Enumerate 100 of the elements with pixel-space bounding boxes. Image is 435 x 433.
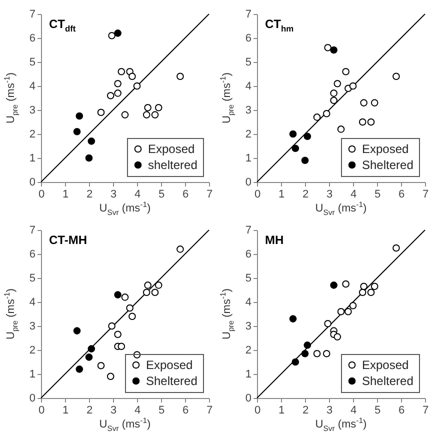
point (176, 72, 184, 80)
point (367, 118, 375, 126)
point (73, 327, 81, 334)
point (304, 132, 312, 140)
y-tick-label: 5 (245, 56, 252, 68)
point (142, 288, 150, 296)
point (322, 350, 330, 358)
x-tick-label: 3 (110, 404, 117, 416)
point (114, 330, 122, 338)
point (97, 362, 105, 370)
y-tick-label: 1 (245, 368, 252, 380)
point (121, 294, 129, 301)
point (76, 366, 84, 373)
x-tick-label: 6 (182, 188, 189, 200)
y-tick-label: 4 (245, 296, 252, 308)
x-tick-label: 0 (38, 188, 45, 200)
x-tick-label: 6 (398, 404, 405, 416)
x-axis-title: U$_{Svr}$ (ms$^{-1}$) (315, 416, 367, 433)
point (114, 30, 122, 37)
point (128, 72, 136, 80)
point (367, 288, 375, 296)
y-tick-label: 4 (245, 80, 252, 92)
x-tick-label: 2 (302, 188, 309, 200)
point (301, 350, 309, 358)
point (289, 130, 297, 138)
point (121, 111, 129, 118)
y-tick-label: 6 (245, 32, 252, 44)
point (322, 110, 330, 118)
y-tick-label: 5 (29, 56, 36, 68)
y-tick-label: 2 (29, 128, 36, 140)
point (85, 154, 93, 162)
point (151, 288, 159, 296)
point (114, 90, 122, 97)
point (292, 358, 300, 366)
point (334, 80, 342, 88)
legend-label: Sheltered (362, 158, 414, 172)
point (313, 114, 321, 121)
x-tick-label: 7 (206, 404, 213, 416)
point (358, 118, 366, 126)
legend-label: Sheltered (146, 374, 198, 388)
point (330, 46, 338, 54)
point (342, 280, 350, 288)
y-tick-label: 2 (29, 344, 36, 356)
x-tick-label: 4 (350, 404, 357, 416)
point (344, 308, 352, 316)
y-tick-label: 7 (29, 8, 36, 20)
point (133, 82, 141, 90)
point (392, 72, 400, 80)
point (301, 156, 309, 164)
point (370, 99, 378, 106)
y-tick-label: 4 (29, 296, 36, 308)
legend-label: Exposed (148, 142, 195, 156)
y-tick-label: 0 (245, 392, 252, 404)
point (292, 144, 300, 152)
point (154, 104, 162, 112)
y-tick-label: 3 (245, 320, 252, 332)
x-tick-label: 1 (278, 404, 285, 416)
y-tick-label: 1 (245, 152, 252, 164)
x-axis-title: U$_{Svr}$ (ms$^{-1}$) (315, 200, 367, 217)
x-tick-label: 7 (422, 188, 429, 200)
x-tick-label: 2 (86, 404, 93, 416)
y-tick-label: 0 (29, 392, 36, 404)
point (126, 304, 134, 312)
point (313, 350, 321, 358)
point (144, 282, 152, 289)
y-tick-label: 0 (245, 176, 252, 188)
legend-label: Exposed (362, 142, 409, 156)
point (360, 282, 368, 290)
y-tick-label: 7 (29, 224, 36, 236)
x-tick-label: 3 (326, 404, 333, 416)
point (73, 128, 81, 136)
x-tick-label: 4 (350, 188, 357, 200)
x-tick-label: 1 (62, 404, 69, 416)
x-tick-label: 3 (110, 188, 117, 200)
y-tick-label: 7 (245, 8, 252, 20)
point (360, 99, 368, 106)
point (358, 288, 366, 296)
point (76, 112, 84, 120)
y-tick-label: 6 (245, 248, 252, 260)
y-tick-label: 3 (245, 104, 252, 116)
legend-label: Exposed (146, 358, 193, 372)
point (88, 345, 96, 352)
point (370, 282, 378, 290)
y-tick-label: 1 (29, 368, 36, 380)
legend-label: Sheltered (362, 374, 414, 388)
x-tick-label: 6 (398, 188, 405, 200)
x-tick-label: 6 (182, 404, 189, 416)
chart-title: CT$_{dft}$ (49, 17, 76, 34)
point (342, 68, 350, 76)
point (128, 312, 136, 320)
x-tick-label: 5 (374, 404, 381, 416)
point (330, 90, 338, 97)
y-tick-label: 2 (245, 344, 252, 356)
point (85, 354, 93, 361)
point (118, 68, 126, 76)
y-tick-label: 3 (29, 320, 36, 332)
y-tick-label: 5 (29, 272, 36, 284)
point (330, 282, 338, 289)
legend-label: Exposed (362, 358, 409, 372)
x-tick-label: 7 (206, 188, 213, 200)
